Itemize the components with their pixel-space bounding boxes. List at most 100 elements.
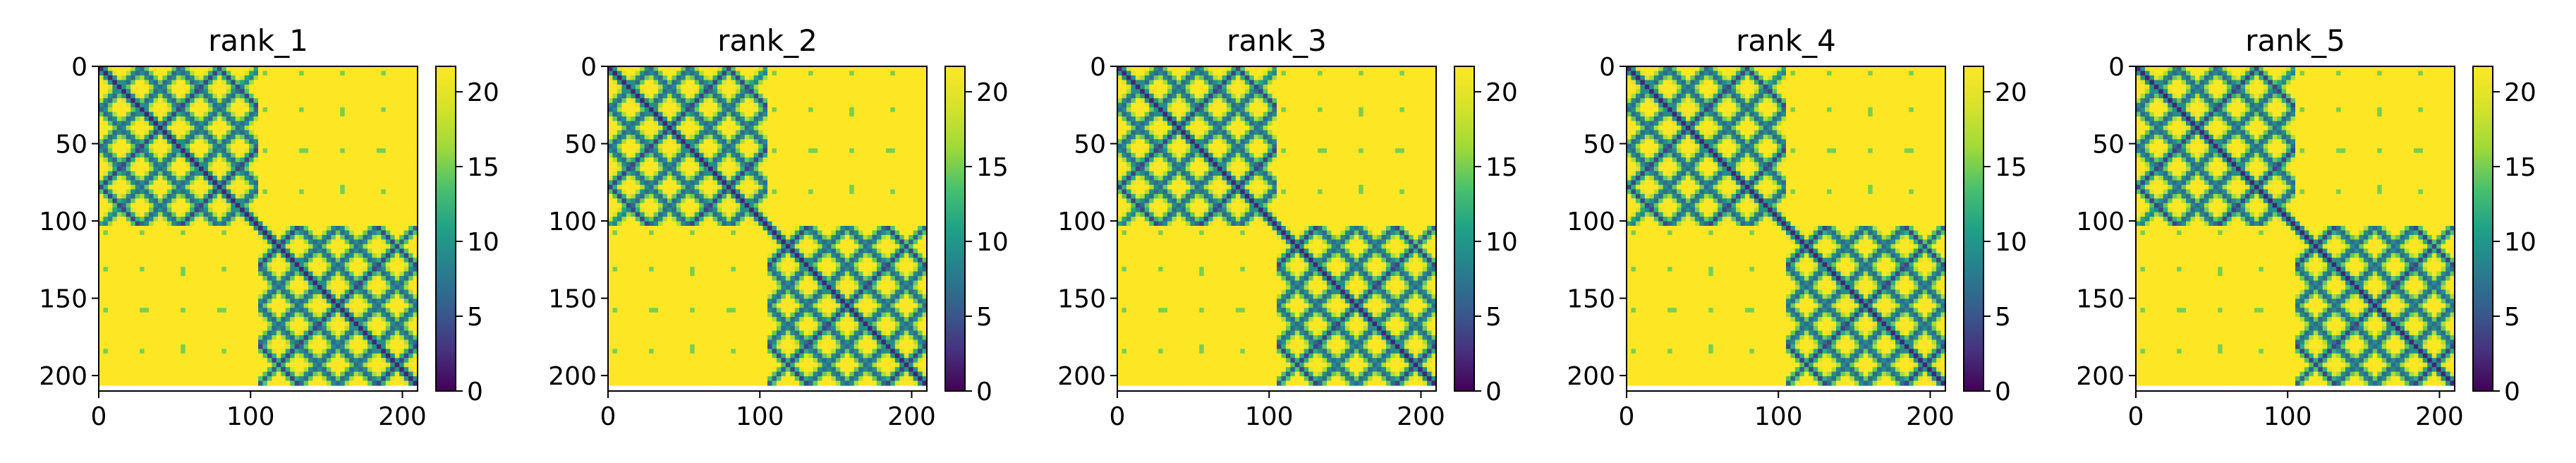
heatmap-cell [312,294,317,299]
heatmap-cell [190,263,195,267]
heatmap-cell [231,280,236,285]
heatmap-cell [258,130,263,135]
heatmap-cell [295,98,300,103]
heatmap-cell [262,248,267,253]
heatmap-cell [395,185,400,190]
heatmap-cell [354,239,359,244]
heatmap-cell [258,339,263,344]
heatmap-cell [108,135,113,140]
heatmap-cell [340,344,345,349]
heatmap-cell [340,276,345,281]
heatmap-cell [231,107,236,112]
heatmap-cell [217,381,222,386]
heatmap-cell [308,172,313,176]
heatmap-cell [135,162,140,167]
heatmap-cell [149,372,154,377]
heatmap-cell [272,285,277,290]
heatmap-cell [135,285,140,290]
heatmap-cell [117,331,122,336]
heatmap-cell [399,222,404,227]
heatmap-cell [236,203,241,208]
heatmap-cell [267,212,272,217]
heatmap-cell [121,148,126,153]
heatmap-cell [331,308,336,313]
y-tick-label: 50 [55,131,87,160]
heatmap-cell [190,212,195,217]
heatmap-cell [299,185,304,190]
heatmap-cell [295,335,300,340]
heatmap-cell [322,89,327,94]
heatmap-cell [386,276,391,281]
heatmap-cell [331,185,336,190]
heatmap-cell [295,276,300,281]
heatmap-cell [181,344,186,349]
heatmap-cell [117,153,122,158]
heatmap-cell [390,116,395,121]
heatmap-cell [327,148,332,153]
heatmap-cell [395,235,400,240]
heatmap-cell [331,248,336,253]
heatmap-cell [167,335,172,340]
heatmap-cell [99,372,104,377]
heatmap-cell [186,308,190,313]
heatmap-cell [717,66,722,71]
heatmap-cell [208,235,213,240]
heatmap-cell [277,239,281,244]
heatmap-cell [217,303,222,308]
heatmap-cell [295,185,300,190]
heatmap-cell [195,103,200,108]
heatmap-cell [226,198,231,203]
heatmap-cell [212,80,217,85]
heatmap-cell [336,376,341,381]
heatmap-cell [158,253,163,258]
heatmap-cell [267,294,272,299]
heatmap-cell [322,80,327,85]
heatmap-cell [240,367,245,372]
heatmap-cell [277,167,281,172]
heatmap-cell [99,116,104,121]
heatmap-cell [377,189,382,194]
heatmap-cell [162,349,167,354]
heatmap-cell [171,349,176,354]
heatmap-cell [171,203,176,208]
heatmap-cell [153,135,158,140]
heatmap-cell [221,331,226,336]
heatmap-cell [236,299,241,303]
heatmap-cell [145,335,150,340]
heatmap-cell [140,121,145,126]
heatmap-cell [130,285,135,290]
heatmap-cell [245,272,250,277]
heatmap-cell [121,76,126,80]
heatmap-cell [99,272,104,277]
heatmap-cell [249,335,254,340]
heatmap-cell [299,230,304,235]
heatmap-cell [262,212,267,217]
heatmap-cell [272,103,277,108]
heatmap-cell [204,258,209,263]
heatmap-cell [117,157,122,162]
heatmap-cell [404,85,409,90]
heatmap-cell [140,303,145,308]
heatmap-cell [312,144,317,149]
heatmap-cell [226,66,231,71]
heatmap-cell [121,263,126,267]
heatmap-cell [399,198,404,203]
heatmap-cell [386,94,391,99]
heatmap-cell [345,130,350,135]
heatmap-cell [245,308,250,313]
heatmap-cell [286,107,291,112]
heatmap-cell [390,194,395,199]
heatmap-cell [121,267,126,272]
heatmap-cell [404,208,409,212]
heatmap-cell [290,126,295,131]
heatmap-cell [367,180,372,185]
heatmap-cell [236,103,241,108]
heatmap-cell [377,116,382,121]
heatmap-cell [181,153,186,158]
heatmap-cell [349,381,354,386]
heatmap-cell [153,212,158,217]
heatmap-cell [140,194,145,199]
heatmap-cell [295,222,300,227]
heatmap-cell [208,66,213,71]
heatmap-cell [254,372,259,377]
